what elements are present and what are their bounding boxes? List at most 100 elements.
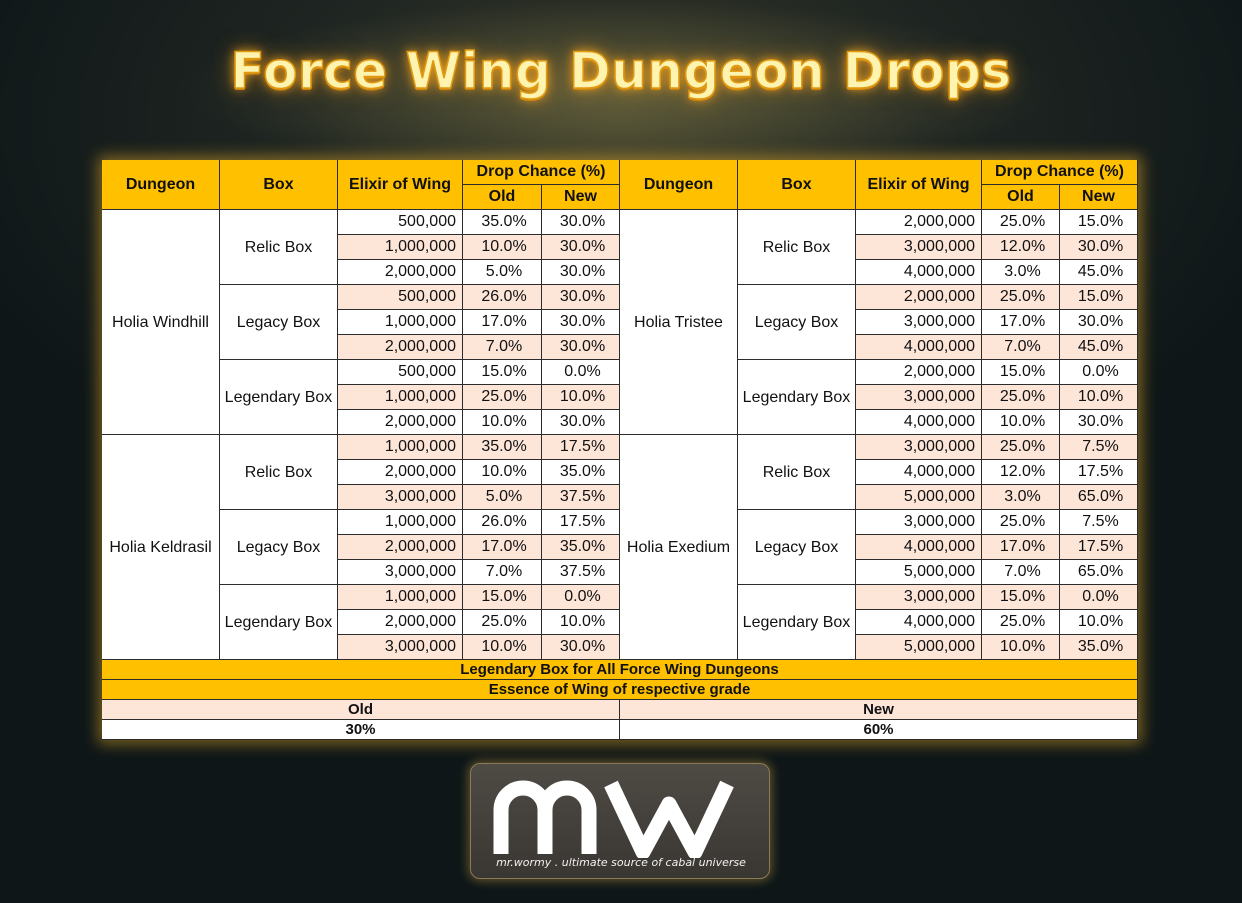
elixir-amount: 500,000: [338, 210, 463, 235]
header-drop-chance-right: Drop Chance (%): [982, 160, 1138, 185]
new-chance: 30.0%: [542, 235, 620, 260]
old-chance: 26.0%: [463, 510, 542, 535]
mw-logo-letters: mw: [493, 770, 495, 771]
footer-old-label: Old: [102, 700, 620, 719]
box-name: Relic Box: [220, 435, 338, 510]
footer-row-essence: Essence of Wing of respective grade: [102, 680, 1138, 700]
old-chance: 25.0%: [982, 435, 1060, 460]
old-chance: 15.0%: [463, 360, 542, 385]
new-chance: 30.0%: [542, 635, 620, 660]
old-chance: 35.0%: [463, 210, 542, 235]
header-dungeon-left: Dungeon: [102, 160, 220, 210]
elixir-amount: 3,000,000: [856, 510, 982, 535]
elixir-amount: 1,000,000: [338, 310, 463, 335]
box-name: Relic Box: [738, 210, 856, 285]
old-chance: 12.0%: [982, 235, 1060, 260]
footer-row-legendary: Legendary Box for All Force Wing Dungeon…: [102, 660, 1138, 680]
elixir-amount: 1,000,000: [338, 235, 463, 260]
old-chance: 7.0%: [982, 560, 1060, 585]
elixir-amount: 2,000,000: [338, 535, 463, 560]
new-chance: 17.5%: [1060, 460, 1138, 485]
new-chance: 0.0%: [542, 585, 620, 610]
elixir-amount: 2,000,000: [338, 460, 463, 485]
old-chance: 25.0%: [982, 285, 1060, 310]
new-chance: 30.0%: [542, 335, 620, 360]
elixir-amount: 5,000,000: [856, 560, 982, 585]
elixir-amount: 2,000,000: [856, 210, 982, 235]
new-chance: 30.0%: [542, 410, 620, 435]
box-name: Legendary Box: [220, 585, 338, 660]
elixir-amount: 3,000,000: [338, 485, 463, 510]
elixir-amount: 1,000,000: [338, 435, 463, 460]
elixir-amount: 2,000,000: [856, 360, 982, 385]
new-chance: 0.0%: [1060, 360, 1138, 385]
old-chance: 25.0%: [982, 510, 1060, 535]
old-chance: 25.0%: [982, 610, 1060, 635]
elixir-amount: 2,000,000: [338, 260, 463, 285]
new-chance: 10.0%: [1060, 610, 1138, 635]
new-chance: 17.5%: [542, 435, 620, 460]
box-name: Legacy Box: [738, 285, 856, 360]
old-chance: 10.0%: [463, 410, 542, 435]
old-chance: 12.0%: [982, 460, 1060, 485]
elixir-amount: 3,000,000: [856, 385, 982, 410]
new-chance: 0.0%: [1060, 585, 1138, 610]
old-chance: 7.0%: [982, 335, 1060, 360]
elixir-amount: 1,000,000: [338, 385, 463, 410]
old-chance: 26.0%: [463, 285, 542, 310]
elixir-amount: 500,000: [338, 285, 463, 310]
new-chance: 30.0%: [1060, 410, 1138, 435]
elixir-amount: 5,000,000: [856, 485, 982, 510]
box-name: Relic Box: [220, 210, 338, 285]
old-chance: 10.0%: [463, 460, 542, 485]
old-chance: 25.0%: [463, 385, 542, 410]
new-chance: 30.0%: [1060, 310, 1138, 335]
elixir-amount: 500,000: [338, 360, 463, 385]
footer-row-values: 30% 60%: [102, 720, 1138, 740]
new-chance: 7.5%: [1060, 435, 1138, 460]
elixir-amount: 5,000,000: [856, 635, 982, 660]
old-chance: 3.0%: [982, 485, 1060, 510]
new-chance: 10.0%: [542, 385, 620, 410]
new-chance: 30.0%: [1060, 235, 1138, 260]
old-chance: 17.0%: [982, 310, 1060, 335]
elixir-amount: 1,000,000: [338, 585, 463, 610]
elixir-amount: 2,000,000: [856, 285, 982, 310]
new-chance: 17.5%: [1060, 535, 1138, 560]
header-old-right: Old: [982, 185, 1060, 210]
old-chance: 35.0%: [463, 435, 542, 460]
header-drop-chance-left: Drop Chance (%): [463, 160, 620, 185]
new-chance: 37.5%: [542, 485, 620, 510]
elixir-amount: 2,000,000: [338, 610, 463, 635]
new-chance: 15.0%: [1060, 285, 1138, 310]
old-chance: 10.0%: [982, 410, 1060, 435]
elixir-amount: 4,000,000: [856, 260, 982, 285]
elixir-amount: 4,000,000: [856, 335, 982, 360]
new-chance: 0.0%: [542, 360, 620, 385]
header-old-left: Old: [463, 185, 542, 210]
old-chance: 3.0%: [982, 260, 1060, 285]
new-chance: 30.0%: [542, 285, 620, 310]
header-dungeon-right: Dungeon: [620, 160, 738, 210]
mw-logo-mark: mw: [493, 770, 734, 858]
new-chance: 7.5%: [1060, 510, 1138, 535]
new-chance: 45.0%: [1060, 260, 1138, 285]
new-chance: 17.5%: [542, 510, 620, 535]
elixir-amount: 4,000,000: [856, 535, 982, 560]
old-chance: 15.0%: [463, 585, 542, 610]
old-chance: 10.0%: [463, 635, 542, 660]
footer-old-value: 30%: [102, 720, 620, 739]
header-box-left: Box: [220, 160, 338, 210]
box-name: Legacy Box: [220, 285, 338, 360]
dungeon-name: Holia Keldrasil: [102, 435, 220, 660]
box-name: Legendary Box: [738, 360, 856, 435]
elixir-amount: 3,000,000: [856, 235, 982, 260]
dungeon-name: Holia Windhill: [102, 210, 220, 435]
footer-new-value: 60%: [620, 720, 1138, 739]
elixir-amount: 3,000,000: [856, 585, 982, 610]
dungeon-name: Holia Tristee: [620, 210, 738, 435]
box-name: Relic Box: [738, 435, 856, 510]
old-chance: 17.0%: [463, 310, 542, 335]
new-chance: 30.0%: [542, 260, 620, 285]
old-chance: 17.0%: [982, 535, 1060, 560]
